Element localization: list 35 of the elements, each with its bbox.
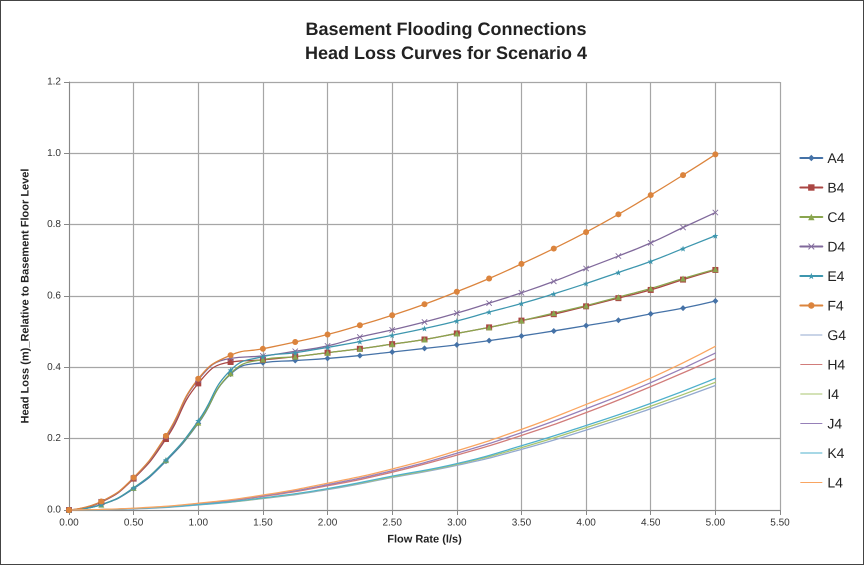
y-tick-label: 0.8 [47, 219, 62, 230]
x-tick-label: 5.00 [706, 518, 726, 528]
legend-label: F4 [827, 298, 844, 314]
x-tick-label: 4.00 [576, 518, 596, 528]
y-tick-label: 1.2 [47, 76, 62, 88]
legend-label: D4 [827, 238, 846, 254]
chart-title: Basement Flooding Connections [305, 19, 587, 39]
y-tick-label: 0.0 [47, 504, 62, 516]
x-tick-label: 2.00 [318, 518, 338, 528]
x-axis-title: Flow Rate (l/s) [387, 534, 462, 546]
legend-label: K4 [827, 445, 845, 461]
legend-label: A4 [827, 150, 845, 166]
legend-label: G4 [827, 327, 846, 343]
y-tick-label: 0.4 [47, 362, 62, 373]
y-tick-label: 1.0 [47, 148, 62, 159]
y-tick-label: 0.2 [47, 433, 62, 444]
legend-label: L4 [827, 474, 844, 490]
x-tick-label: 2.50 [382, 518, 402, 528]
x-tick-label: 5.50 [770, 518, 790, 528]
x-tick-label: 1.00 [188, 518, 208, 528]
chart-subtitle: Head Loss Curves for Scenario 4 [304, 43, 588, 63]
legend-label: J4 [827, 416, 842, 432]
x-tick-label: 3.00 [447, 518, 467, 528]
y-axis-title: Head Loss (m)_Relative to Basement Floor Level [20, 168, 32, 424]
legend-label: B4 [827, 180, 845, 196]
x-tick-label: 1.50 [253, 518, 274, 528]
legend-label: H4 [827, 356, 846, 372]
legend-label: C4 [827, 209, 846, 225]
x-tick-label: 3.50 [512, 518, 532, 528]
legend-label: I4 [827, 386, 840, 402]
x-tick-label: 4.50 [640, 518, 661, 528]
x-tick-label: 0.00 [59, 518, 80, 528]
x-tick-label: 0.50 [124, 518, 144, 528]
y-tick-label: 0.6 [47, 290, 62, 302]
legend-label: E4 [827, 268, 845, 284]
